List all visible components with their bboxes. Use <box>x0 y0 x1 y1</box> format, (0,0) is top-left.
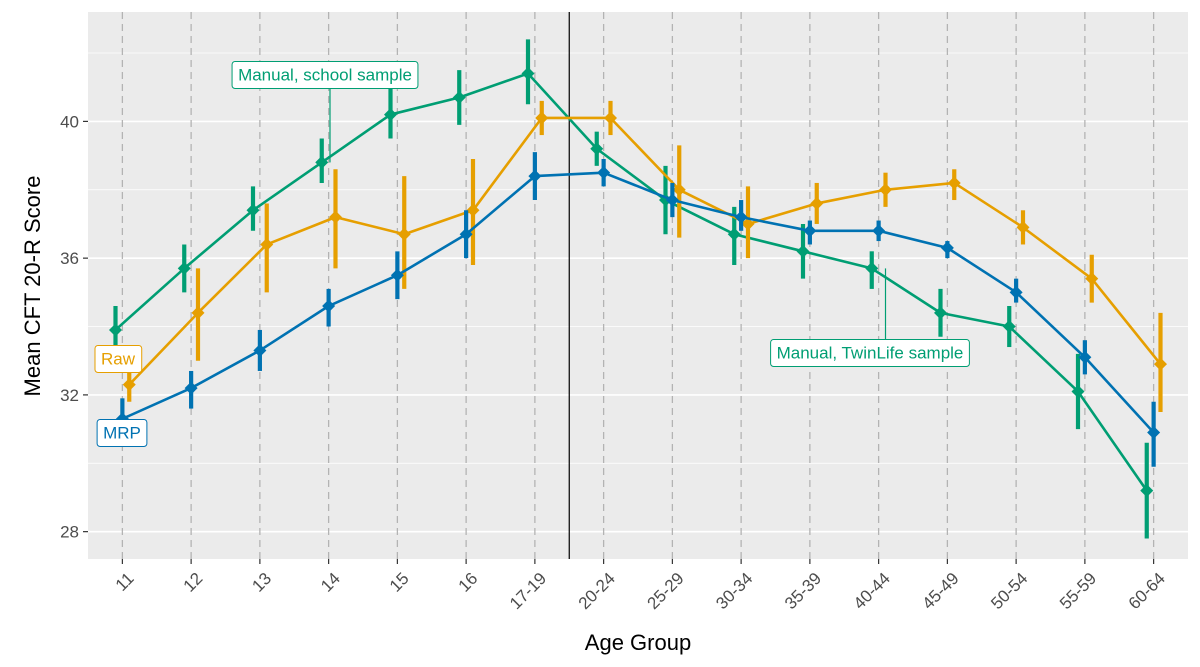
y-tick-label: 36 <box>60 249 79 268</box>
data-point-raw <box>947 176 961 190</box>
data-point-raw <box>1016 220 1030 234</box>
annotation-labels: Manual, school sample Manual, TwinLife sa… <box>94 61 970 447</box>
x-tick-label: 30-34 <box>712 569 756 613</box>
annotation-text: Manual, TwinLife sample <box>777 344 964 363</box>
data-point-mrp <box>528 169 542 183</box>
data-point-manual <box>315 155 329 169</box>
data-point-manual <box>109 323 122 337</box>
y-axis-title: Mean CFT 20-R Score <box>20 176 45 397</box>
data-point-mrp <box>459 227 473 241</box>
annotation-manual-school: Manual, school sample <box>231 61 419 89</box>
x-tick-label: 50-54 <box>987 569 1031 613</box>
x-axis-ticks: 11 12 13 14 15 16 17-19 20-24 25-29 30-34 35-39 40-… <box>112 559 1169 613</box>
plot-panel <box>88 12 1188 559</box>
x-tick-label: 13 <box>248 569 275 596</box>
y-tick-label: 40 <box>60 112 79 131</box>
annotation-raw: Raw <box>94 345 143 373</box>
data-point-manual <box>1140 484 1154 498</box>
annotation-manual-twinlife: Manual, TwinLife sample <box>770 339 970 367</box>
annotation-text: MRP <box>103 424 141 443</box>
data-point-manual <box>246 203 260 217</box>
x-tick-label: 20-24 <box>575 569 619 613</box>
data-point-manual <box>865 261 879 275</box>
data-point-mrp <box>597 166 611 180</box>
series-line-manual <box>114 72 1148 492</box>
data-point-manual <box>1002 320 1016 334</box>
annotation-box <box>94 345 143 373</box>
annotation-mrp: MRP <box>96 419 148 447</box>
data-point-raw <box>397 227 411 241</box>
data-point-raw <box>535 111 549 125</box>
data-point-manual <box>521 67 535 81</box>
series-line-raw <box>128 116 1162 386</box>
data-point-raw <box>191 306 205 320</box>
series-layer <box>109 39 1167 539</box>
data-point-mrp <box>322 299 336 313</box>
x-tick-label: 12 <box>180 569 207 596</box>
data-point-raw <box>466 203 480 217</box>
data-point-raw <box>741 217 755 231</box>
data-point-manual <box>796 244 810 258</box>
data-point-raw <box>604 111 617 125</box>
data-point-raw <box>1085 272 1099 286</box>
data-point-mrp <box>1078 350 1092 364</box>
x-tick-label: 60-64 <box>1125 569 1169 613</box>
data-point-manual <box>384 108 397 122</box>
y-tick-label: 32 <box>60 386 79 405</box>
grid-major <box>88 120 1188 533</box>
data-point-raw <box>122 378 136 392</box>
annotation-box <box>231 61 419 89</box>
x-tick-label: 14 <box>317 569 344 596</box>
annotation-text: Manual, school sample <box>238 66 412 85</box>
data-point-mrp <box>1147 426 1161 440</box>
y-axis-ticks: 28 32 36 40 <box>60 112 88 542</box>
data-point-mrp <box>253 343 267 357</box>
annotation-leaders <box>329 88 887 340</box>
data-point-raw <box>672 183 686 197</box>
annotation-box <box>96 419 148 447</box>
series-raw <box>122 100 1167 412</box>
x-tick-label: 35-39 <box>781 569 825 613</box>
data-point-mrp <box>940 241 954 255</box>
data-point-mrp <box>665 193 679 207</box>
series-manual <box>109 39 1154 539</box>
data-point-raw <box>329 210 342 224</box>
y-tick-label: 28 <box>60 523 79 542</box>
x-tick-label: 25-29 <box>644 569 688 613</box>
data-point-mrp <box>734 210 748 224</box>
data-point-manual <box>1071 384 1085 398</box>
data-point-manual <box>590 142 604 156</box>
x-tick-label: 11 <box>112 569 138 595</box>
annotation-box <box>770 339 970 367</box>
data-point-manual <box>934 306 947 320</box>
series-mrp <box>115 152 1161 467</box>
x-tick-label: 16 <box>455 569 482 596</box>
series-line-mrp <box>121 171 1155 434</box>
data-point-manual <box>452 90 466 104</box>
x-tick-label: 40-44 <box>850 569 894 613</box>
annotation-text: Raw <box>101 350 136 369</box>
data-point-mrp <box>390 268 404 282</box>
data-point-raw <box>1154 357 1167 371</box>
x-axis-title: Age Group <box>585 630 691 655</box>
data-point-raw <box>260 237 274 251</box>
x-tick-label: 55-59 <box>1056 569 1100 613</box>
data-point-mrp <box>1009 285 1023 299</box>
data-point-mrp <box>803 224 817 238</box>
data-point-mrp <box>872 224 886 238</box>
data-point-manual <box>177 261 191 275</box>
data-point-manual <box>727 227 741 241</box>
x-tick-label: 17-19 <box>506 569 550 613</box>
data-point-mrp <box>184 381 198 395</box>
x-tick-label: 15 <box>386 569 413 596</box>
data-point-raw <box>810 196 824 210</box>
data-point-raw <box>879 183 892 197</box>
x-tick-label: 45-49 <box>919 569 963 613</box>
